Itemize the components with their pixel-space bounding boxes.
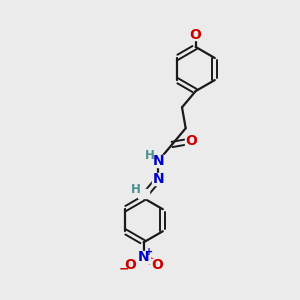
Text: O: O <box>190 28 202 42</box>
Bar <box>190 30 201 40</box>
Bar <box>152 155 165 167</box>
Text: O: O <box>185 134 197 148</box>
Text: H: H <box>131 183 141 196</box>
Text: N: N <box>153 154 164 168</box>
Bar <box>138 189 148 198</box>
Bar <box>137 251 150 263</box>
Bar <box>152 173 165 185</box>
Text: −: − <box>118 262 129 275</box>
Text: O: O <box>151 258 163 272</box>
Bar <box>150 259 164 271</box>
Text: N: N <box>153 172 164 186</box>
Text: N: N <box>138 250 149 264</box>
Text: O: O <box>124 258 136 272</box>
Bar <box>185 136 197 146</box>
Bar <box>124 259 137 271</box>
Text: H: H <box>145 149 154 162</box>
Text: +: + <box>146 247 154 257</box>
